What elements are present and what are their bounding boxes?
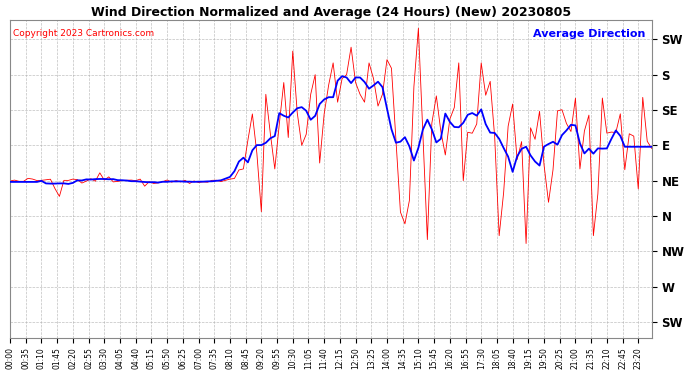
Text: Average Direction: Average Direction [533,29,645,39]
Title: Wind Direction Normalized and Average (24 Hours) (New) 20230805: Wind Direction Normalized and Average (2… [91,6,571,18]
Text: Copyright 2023 Cartronics.com: Copyright 2023 Cartronics.com [13,29,155,38]
